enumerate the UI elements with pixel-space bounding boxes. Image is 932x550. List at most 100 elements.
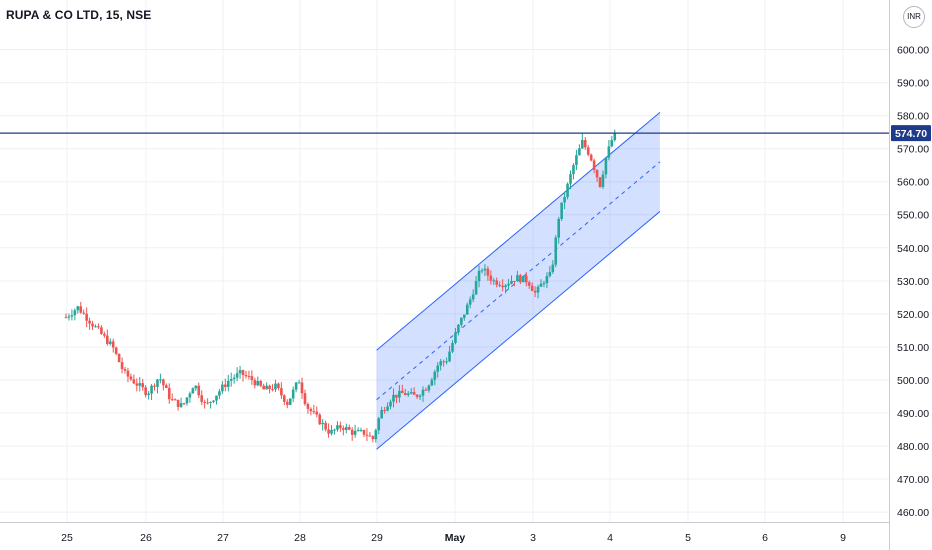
candle-body: [498, 284, 502, 286]
x-tick-label: 25: [61, 532, 73, 544]
candle-body: [554, 237, 558, 265]
candle-body: [362, 429, 366, 435]
candle-body: [117, 353, 121, 363]
candle-body: [200, 395, 204, 402]
x-tick-label: 9: [840, 532, 846, 544]
candle-body: [70, 315, 74, 317]
candle-body: [306, 403, 310, 409]
candle-body: [465, 304, 469, 315]
candle-body: [67, 316, 71, 318]
candle-body: [209, 401, 212, 403]
candle-body: [406, 393, 410, 395]
candle-body: [176, 399, 180, 407]
candle-body: [229, 379, 233, 381]
candle-body: [268, 385, 271, 390]
candle-body: [280, 388, 283, 396]
candle-body: [339, 425, 342, 429]
candle-body: [575, 155, 578, 166]
candle-body: [595, 169, 599, 178]
y-tick-label: 600.00: [897, 45, 929, 57]
candle-body: [212, 400, 215, 402]
candle-body: [586, 147, 590, 155]
currency-badge[interactable]: INR: [903, 6, 925, 28]
y-tick-label: 470.00: [897, 474, 929, 486]
candle-body: [356, 430, 360, 432]
x-tick-label: 4: [607, 532, 613, 544]
candle-body: [398, 390, 401, 398]
candle-body: [259, 380, 263, 386]
candle-body: [285, 401, 289, 405]
candle-body: [185, 397, 189, 404]
candle-body: [103, 333, 106, 336]
candle-body: [445, 361, 448, 363]
candle-body: [436, 365, 440, 372]
candle-body: [613, 133, 617, 141]
candle-body: [566, 183, 569, 198]
candle-body: [224, 384, 227, 387]
candle-body: [170, 399, 174, 401]
candle-body: [489, 275, 493, 281]
candle-body: [607, 146, 611, 158]
candle-body: [288, 398, 292, 405]
candle-body: [448, 351, 451, 362]
candle-body: [64, 317, 68, 319]
candle-body: [79, 306, 83, 313]
candle-body: [76, 306, 80, 311]
candle-body: [468, 299, 472, 305]
candle-body: [342, 428, 345, 430]
candle-body: [85, 313, 88, 321]
candle-body: [601, 174, 605, 187]
candle-body: [247, 375, 251, 377]
candle-body: [250, 376, 254, 381]
candle-body: [147, 393, 150, 396]
candle-body: [123, 369, 127, 371]
candle-body: [412, 392, 416, 395]
x-tick-label: 27: [217, 532, 229, 544]
candle-body: [524, 275, 528, 283]
y-tick-label: 530.00: [897, 276, 929, 288]
candle-body: [271, 389, 274, 391]
candle-body: [167, 387, 171, 400]
current-price-label: 574.70: [895, 128, 927, 140]
x-tick-label: 28: [294, 532, 306, 544]
candle-body: [265, 385, 268, 390]
channel-lower-line: [376, 211, 661, 450]
candle-body: [312, 411, 316, 413]
y-tick-label: 540.00: [897, 243, 929, 255]
x-tick-label: 29: [371, 532, 383, 544]
candle-body: [533, 290, 537, 293]
candle-body: [144, 387, 147, 396]
candle-body: [138, 383, 142, 386]
candle-body: [510, 281, 513, 284]
candle-body: [218, 391, 221, 396]
y-tick-label: 500.00: [897, 375, 929, 387]
candle-body: [539, 283, 543, 287]
y-tick-label: 490.00: [897, 408, 929, 420]
candle-body: [206, 402, 209, 404]
candle-body: [569, 174, 572, 184]
y-tick-label: 460.00: [897, 507, 929, 519]
candle-body: [433, 371, 437, 380]
candle-body: [424, 389, 428, 391]
candle-body: [551, 264, 555, 273]
y-tick-label: 550.00: [897, 210, 929, 222]
candle-body: [530, 285, 534, 291]
candle-body: [560, 202, 563, 219]
y-tick-label: 560.00: [897, 177, 929, 189]
y-tick-label: 580.00: [897, 111, 929, 123]
candle-body: [504, 285, 507, 288]
candle-body: [253, 380, 257, 386]
candle-body: [380, 410, 383, 419]
y-tick-label: 520.00: [897, 309, 929, 321]
candle-body: [188, 393, 192, 398]
candle-body: [462, 314, 466, 318]
candle-body: [194, 385, 198, 389]
candle-body: [415, 394, 419, 397]
candle-body: [583, 139, 587, 148]
candle-body: [173, 399, 177, 401]
candle-body: [162, 379, 165, 386]
candle-body: [495, 280, 499, 285]
candle-body: [191, 388, 195, 394]
